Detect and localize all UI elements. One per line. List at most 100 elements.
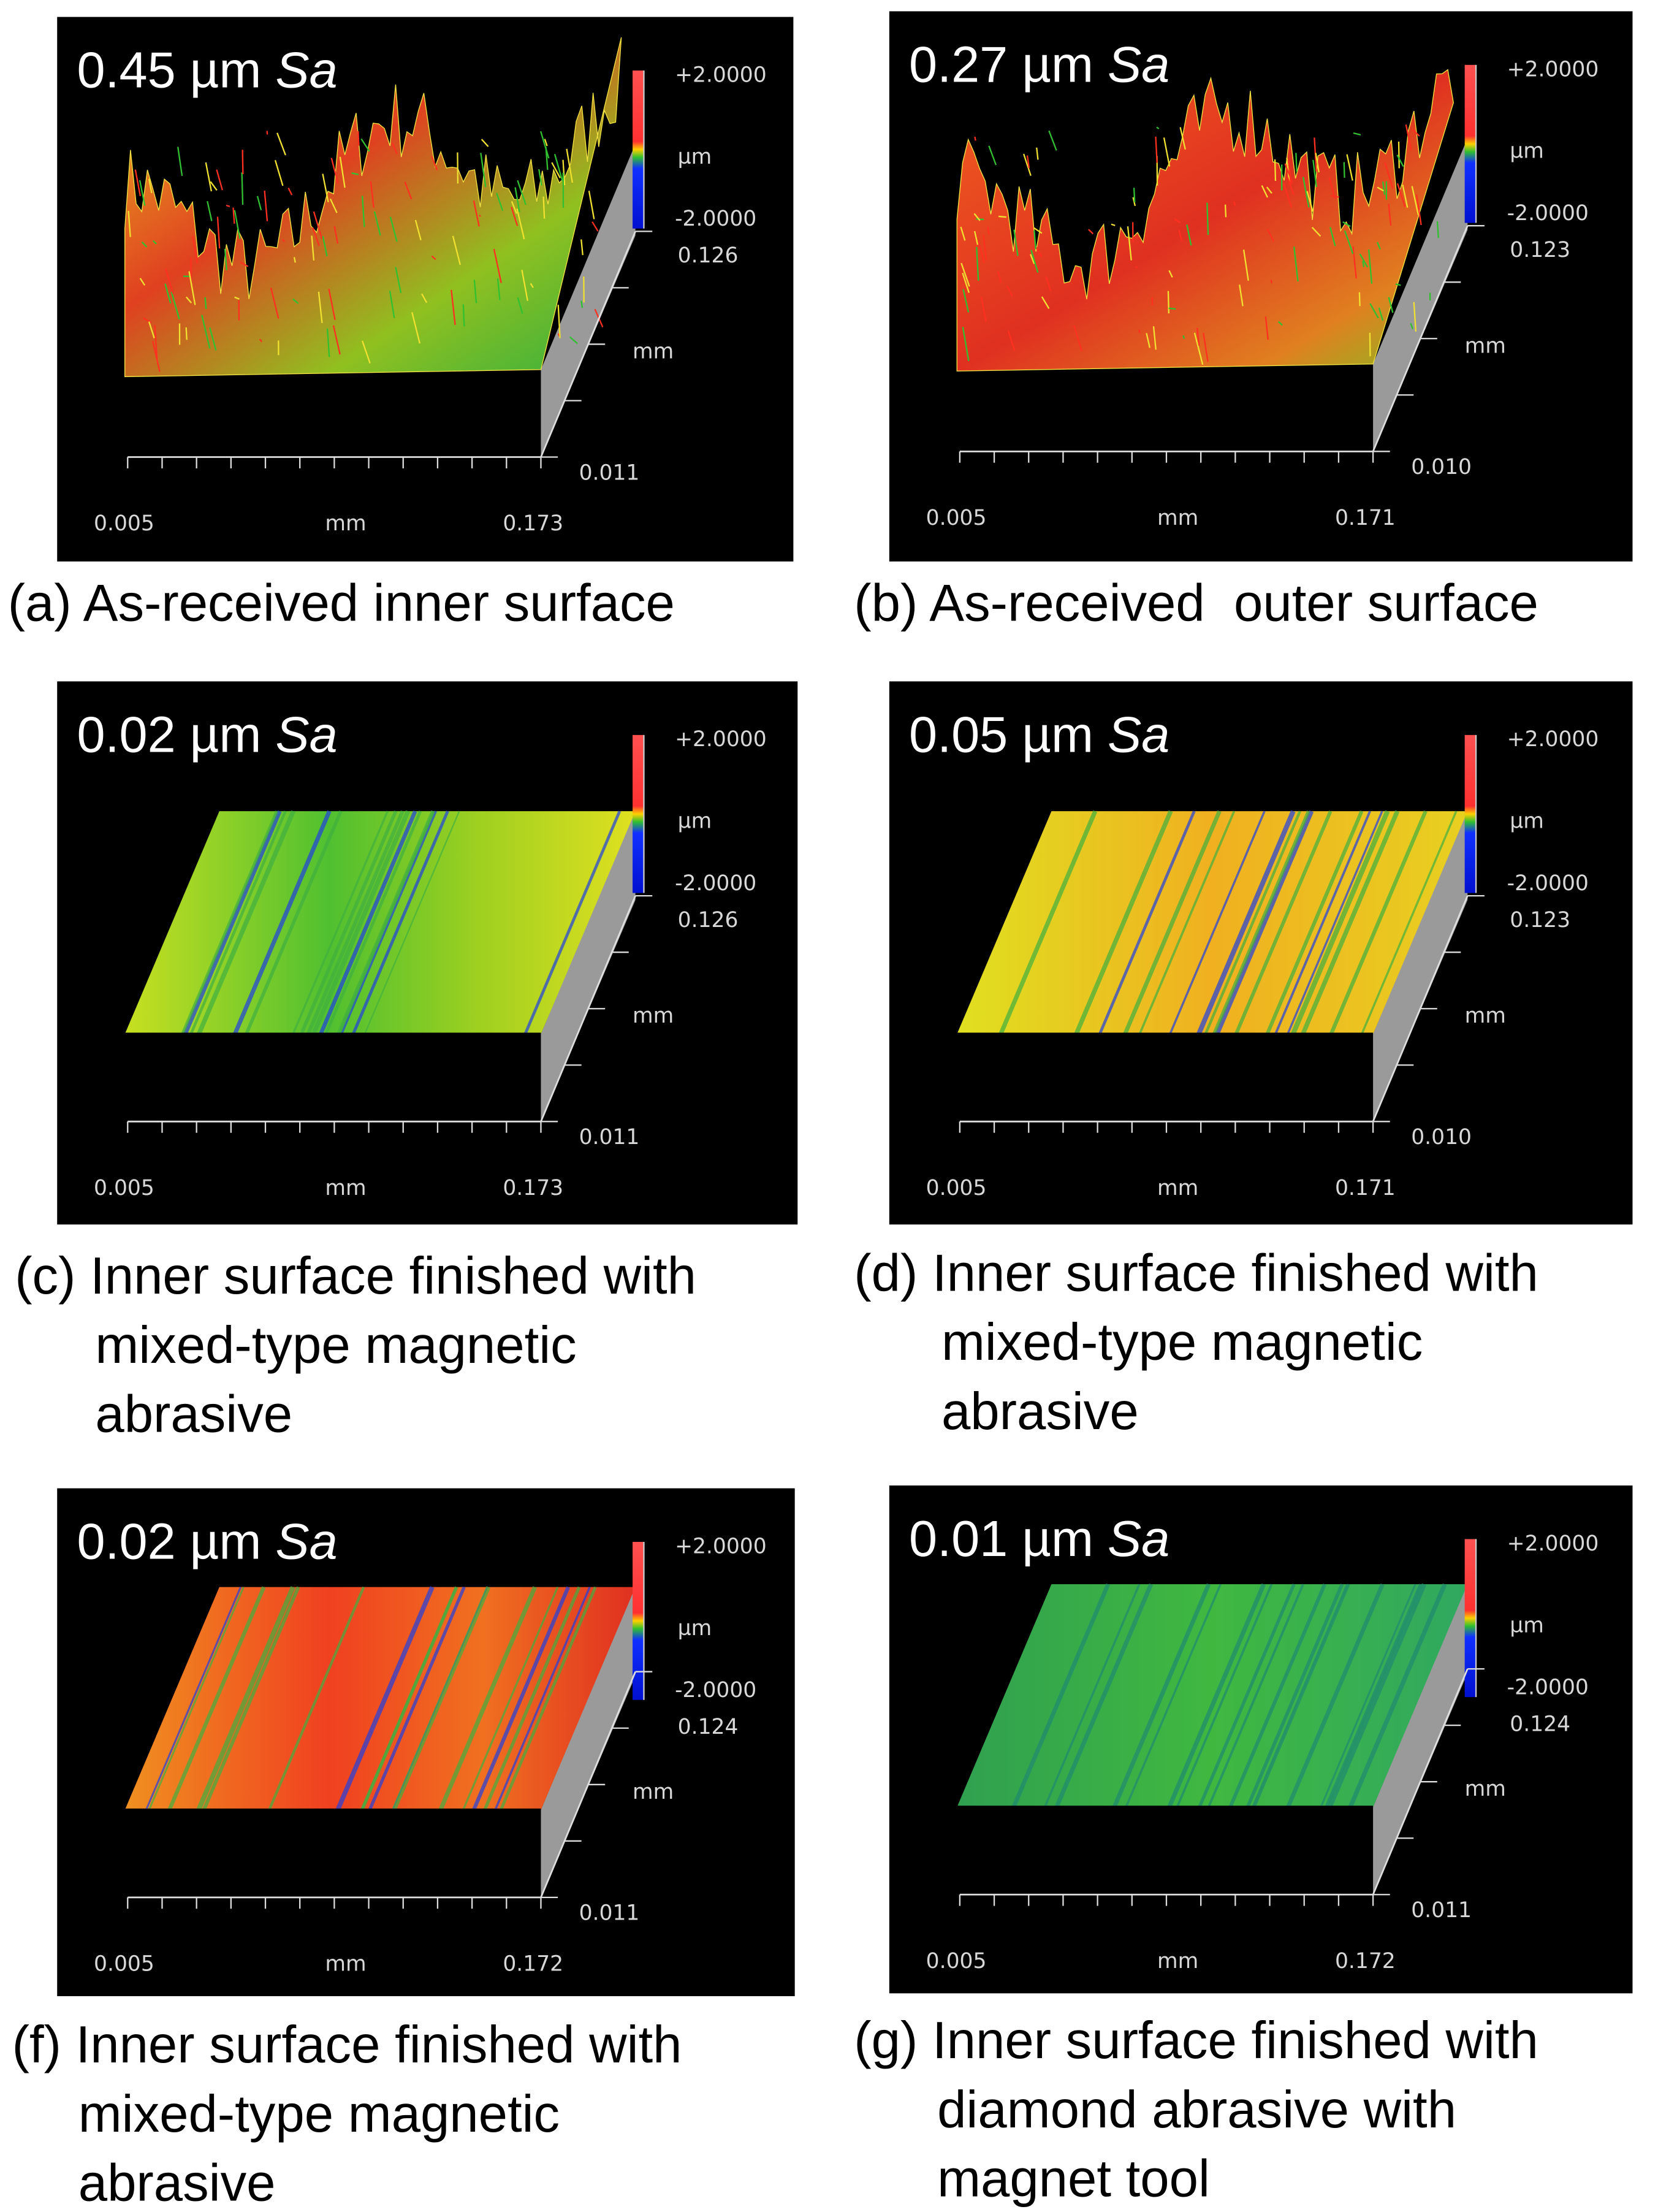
surface-stripe (233, 810, 332, 1035)
surface-stripe (368, 1586, 466, 1811)
surface-texture (1331, 195, 1339, 198)
surface-texture (473, 280, 477, 303)
surface-texture (973, 231, 979, 245)
surface-texture (557, 305, 561, 338)
surface-texture (479, 215, 481, 217)
surface-texture (551, 162, 561, 178)
surface-texture (1306, 191, 1314, 212)
side-wall (1373, 1581, 1468, 1895)
scale-min: -2.0000 (675, 871, 756, 896)
surface-texture (1369, 303, 1379, 319)
surface-texture (329, 198, 338, 213)
surface-texture (1261, 185, 1268, 198)
surface-texture (1274, 159, 1277, 181)
surface-texture (287, 188, 293, 196)
surface-texture (373, 211, 381, 236)
surface-texture (1378, 307, 1384, 321)
surface-texture (1411, 186, 1420, 215)
surface-texture (562, 159, 566, 186)
surface-stripe (306, 810, 405, 1035)
scale-max: +2.0000 (1507, 1531, 1599, 1556)
panel: 0.01 µm Sa +2.0000 µm -2.0000 0.124 mm 0.011 0.0… (889, 1485, 1633, 1994)
surface-texture (1036, 147, 1039, 160)
surface-stripe (245, 810, 343, 1035)
surface-texture (276, 132, 286, 156)
surface-texture (1352, 246, 1357, 279)
surface-stripe (1123, 810, 1222, 1035)
surface-stripe (1320, 1584, 1417, 1808)
surface-stripe (1198, 1583, 1296, 1808)
surface-stripe (392, 1586, 491, 1811)
side-wall (541, 143, 636, 457)
surface-texture (1007, 330, 1016, 351)
scale-unit: µm (1510, 139, 1544, 164)
roughness-label: 0.01 µm Sa (909, 1510, 1169, 1567)
surface-stripe (268, 1586, 365, 1811)
surface-texture (962, 272, 970, 293)
surface-texture (205, 162, 212, 192)
surface-stripe (299, 810, 398, 1035)
surface-stripe (183, 810, 282, 1035)
surface-texture (1415, 194, 1422, 226)
surface-texture (521, 269, 528, 301)
x-max: 0.172 (503, 1952, 563, 1977)
surface-texture (204, 297, 207, 310)
surface-texture (998, 215, 1006, 218)
surface-texture (360, 138, 370, 152)
surface-texture (259, 338, 263, 343)
surface-texture (1312, 159, 1317, 188)
surface-stripe (1215, 810, 1314, 1035)
x-max: 0.172 (1335, 1949, 1396, 1974)
scale-min: -2.0000 (1507, 871, 1589, 896)
surface-texture (997, 271, 1002, 283)
surface-texture (1186, 224, 1192, 246)
surface-texture (1367, 249, 1373, 284)
surface-texture (266, 131, 268, 135)
surface-texture (282, 239, 286, 242)
surface-texture (1168, 270, 1173, 278)
surface-texture (1396, 183, 1406, 207)
surface-stripe (1112, 1583, 1211, 1808)
x-unit: mm (1157, 506, 1198, 530)
surface-texture (591, 221, 599, 232)
surface-texture (983, 234, 987, 261)
roughness-unit: Sa (1108, 36, 1169, 93)
surface-texture (1382, 181, 1386, 195)
surface-texture (201, 315, 211, 349)
surface-texture (1342, 221, 1351, 227)
x-min: 0.005 (94, 1176, 154, 1200)
surface-texture (165, 269, 174, 294)
surface-texture (139, 180, 146, 206)
surface-stripe (438, 1586, 537, 1811)
surface-texture (1155, 136, 1158, 163)
caption-line: abrasive (78, 2154, 276, 2212)
surface-texture (517, 297, 523, 315)
surface-stripe (202, 1586, 300, 1811)
surface-texture (1328, 177, 1336, 199)
roughness-value: 0.02 µm (77, 1513, 261, 1570)
roughness-unit: Sa (275, 1513, 337, 1570)
caption-line: diamond abrasive with (937, 2081, 1456, 2139)
color-bar (633, 71, 644, 229)
scale-min: -2.0000 (1507, 201, 1589, 226)
surface-texture (1405, 124, 1412, 150)
surface-texture (1388, 204, 1392, 226)
surface-stripe (483, 1586, 581, 1811)
surface-texture (1315, 153, 1320, 173)
surface-texture (322, 174, 329, 203)
surface-texture (540, 131, 550, 159)
caption-line: magnet tool (937, 2150, 1210, 2208)
surface-stripe (1245, 1583, 1344, 1808)
panel: 0.45 µm Sa +2.0000 µm -2.0000 0.126 mm 0.011 0.0… (57, 17, 794, 562)
surface-stripe (462, 1586, 559, 1810)
surface-texture (1023, 153, 1032, 176)
surface-texture (588, 191, 595, 219)
x-max: 0.171 (1335, 1176, 1396, 1200)
surface-texture (431, 255, 436, 261)
surface-stripe (1325, 1584, 1422, 1808)
surface-texture (134, 169, 142, 197)
color-bar (1464, 64, 1477, 223)
surface-texture (328, 288, 336, 321)
surface-stripe (1054, 1583, 1154, 1808)
surface-texture (234, 296, 240, 300)
